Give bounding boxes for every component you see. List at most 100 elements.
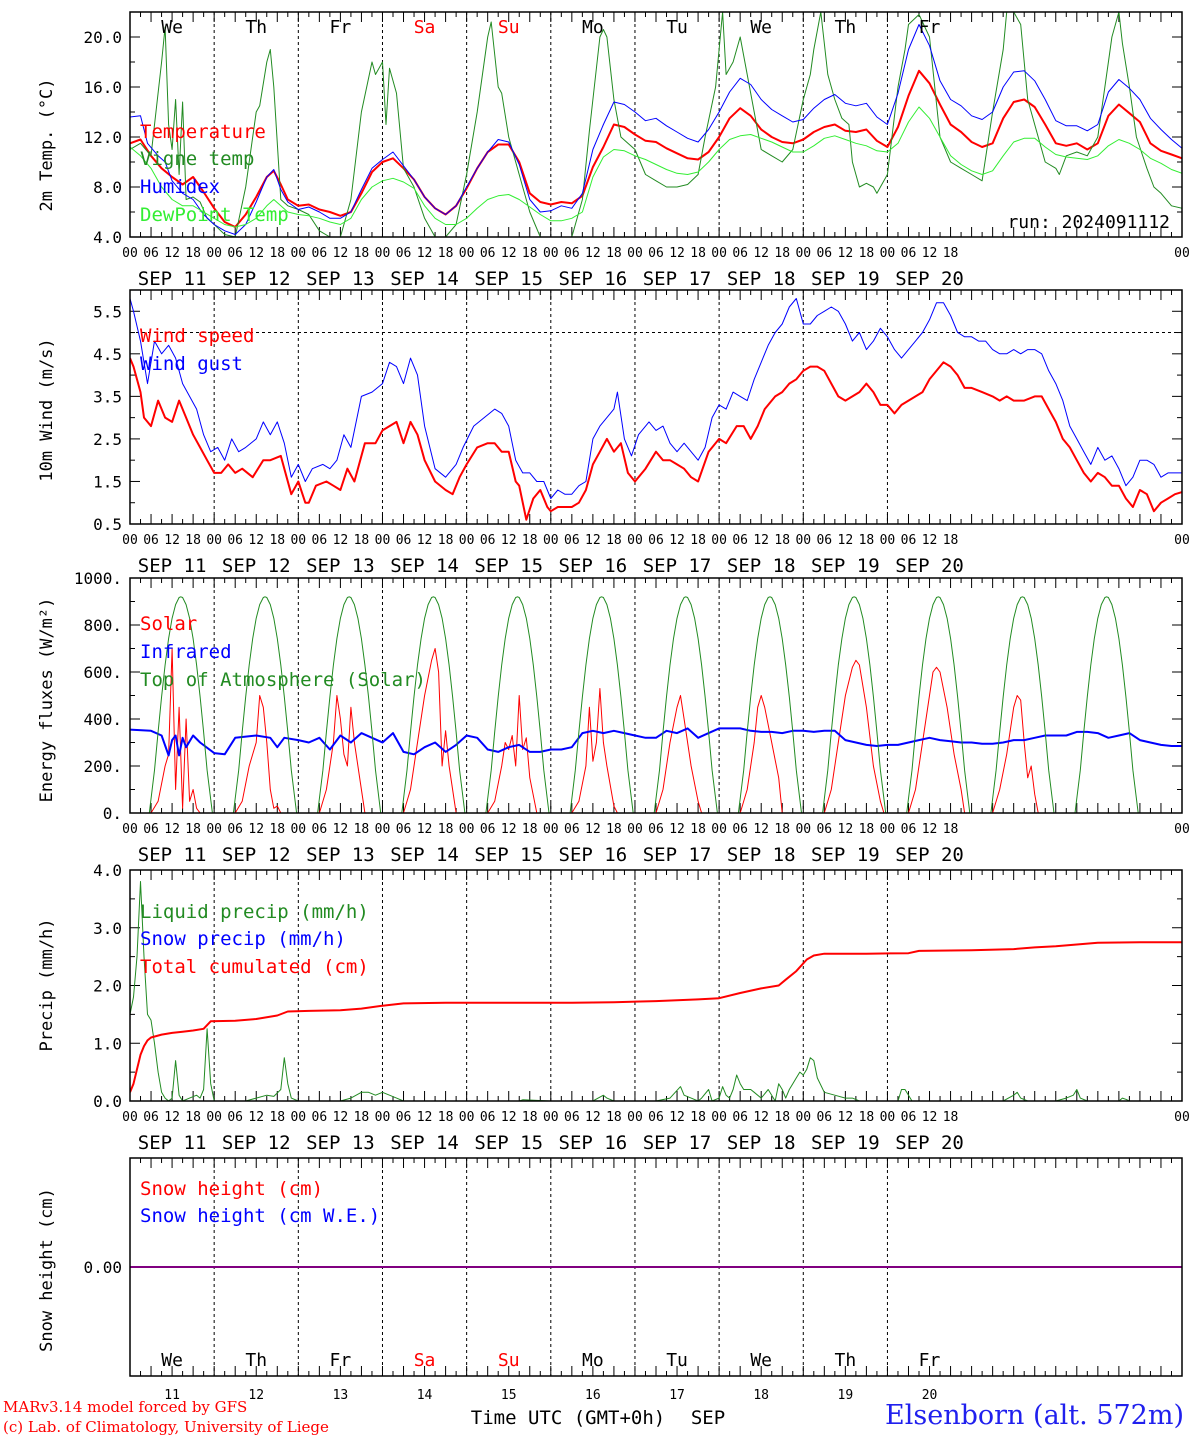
hour-tick-label: 18 [943, 533, 959, 548]
hour-tick-label: 00 [290, 533, 306, 548]
hour-tick-label: 00 [122, 246, 138, 261]
hour-tick-label: 18 [185, 246, 201, 261]
date-label: SEP 14 [390, 555, 459, 577]
hour-tick-label: 06 [396, 822, 412, 837]
date-label: SEP 16 [559, 555, 628, 577]
day-of-week-bottom: We [750, 1350, 772, 1371]
legend-entry: Snow height (cm W.E.) [140, 1205, 380, 1227]
day-of-week-bottom: Fr [330, 1350, 352, 1371]
day-of-week-top: Th [835, 17, 857, 38]
series-line-liquid-precip-mm-h [130, 881, 1182, 1101]
hour-tick-label: 00 [1174, 1110, 1190, 1125]
hour-tick-label: 06 [732, 1110, 748, 1125]
y-tick-label: 20.0 [83, 28, 122, 47]
date-label: SEP 12 [222, 844, 291, 866]
hour-tick-label: 00 [627, 1110, 643, 1125]
hour-tick-label: 18 [354, 246, 370, 261]
date-label: SEP 16 [559, 844, 628, 866]
date-label: SEP 17 [643, 555, 712, 577]
legend-entry: Total cumulated (cm) [140, 956, 369, 978]
hour-tick-label: 12 [501, 1110, 517, 1125]
hour-tick-label: 00 [711, 246, 727, 261]
day-of-week-bottom: Tu [666, 1350, 688, 1371]
y-tick-label: 16.0 [83, 78, 122, 97]
hour-tick-label: 00 [627, 822, 643, 837]
y-tick-label: 3.5 [93, 387, 122, 406]
hour-tick-label: 18 [438, 1110, 454, 1125]
hour-tick-label: 18 [859, 533, 875, 548]
hour-tick-label: 12 [669, 822, 685, 837]
day-of-week-bottom: Th [245, 1350, 267, 1371]
day-number-label: 12 [248, 1388, 264, 1403]
series-line-total-cumulated-cm [130, 941, 1182, 1093]
hour-tick-label: 12 [164, 1110, 180, 1125]
hour-tick-label: 18 [859, 1110, 875, 1125]
day-of-week-top: Su [498, 17, 520, 38]
hour-tick-label: 12 [585, 822, 601, 837]
hour-tick-label: 12 [164, 533, 180, 548]
y-tick-label: 5.5 [93, 302, 122, 321]
y-tick-label: 12.0 [83, 128, 122, 147]
hour-tick-label: 00 [459, 246, 475, 261]
hour-tick-label: 18 [185, 1110, 201, 1125]
hour-tick-label: 06 [816, 246, 832, 261]
hour-tick-label: 06 [648, 822, 664, 837]
hour-tick-label: 12 [417, 1110, 433, 1125]
hour-tick-label: 18 [859, 822, 875, 837]
hour-tick-label: 06 [312, 533, 328, 548]
legend-entry: Vigne temp [140, 148, 254, 170]
hour-tick-label: 18 [269, 1110, 285, 1125]
hour-tick-label: 12 [669, 533, 685, 548]
hour-tick-label: 18 [269, 246, 285, 261]
hour-tick-label: 12 [417, 246, 433, 261]
series-line-humidex [130, 24, 1182, 235]
hour-tick-label: 18 [438, 822, 454, 837]
date-label: SEP 16 [559, 1132, 628, 1154]
hour-tick-label: 12 [164, 246, 180, 261]
x-axis-month: SEP [691, 1407, 725, 1429]
hour-tick-label: 00 [1174, 246, 1190, 261]
hour-tick-label: 12 [333, 822, 349, 837]
series-line-top-of-atmosphere-solar [130, 596, 1182, 813]
day-number-label: 17 [669, 1388, 685, 1403]
hour-tick-label: 12 [669, 246, 685, 261]
hour-tick-label: 18 [522, 1110, 538, 1125]
hour-tick-label: 18 [690, 822, 706, 837]
hour-tick-label: 18 [522, 533, 538, 548]
hour-tick-label: 00 [375, 1110, 391, 1125]
hour-tick-label: 06 [227, 533, 243, 548]
date-label: SEP 13 [306, 1132, 375, 1154]
hour-tick-label: 18 [438, 533, 454, 548]
y-tick-label: 4.0 [93, 228, 122, 247]
hour-tick-label: 00 [795, 533, 811, 548]
day-of-week-top: We [750, 17, 772, 38]
hour-tick-label: 06 [396, 1110, 412, 1125]
date-label: SEP 11 [138, 555, 207, 577]
date-label: SEP 12 [222, 1132, 291, 1154]
date-label: SEP 18 [727, 555, 796, 577]
series-line-wind-speed [130, 357, 1182, 521]
hour-tick-label: 00 [1174, 533, 1190, 548]
hour-tick-label: 00 [459, 1110, 475, 1125]
hour-tick-label: 06 [732, 246, 748, 261]
legend-entry: Top of Atmosphere (Solar) [140, 669, 426, 691]
hour-tick-label: 18 [438, 246, 454, 261]
plot-frame [129, 869, 1183, 1102]
y-tick-label: 0.0 [93, 1092, 122, 1111]
legend-entry: Snow precip (mm/h) [140, 928, 346, 950]
hour-tick-label: 12 [585, 1110, 601, 1125]
hour-tick-label: 18 [606, 246, 622, 261]
panel-energy: 0. 200. 400. 600. 800. 1000. Energy fluxes (W/… [37, 569, 1190, 866]
hour-tick-label: 06 [901, 1110, 917, 1125]
date-label: SEP 11 [138, 268, 207, 290]
day-of-week-bottom: Sa [414, 1350, 436, 1371]
hour-tick-label: 06 [143, 246, 159, 261]
y-tick-label: 0. [103, 804, 122, 823]
hour-tick-label: 00 [711, 822, 727, 837]
date-label: SEP 15 [474, 1132, 543, 1154]
hour-tick-label: 12 [248, 246, 264, 261]
hour-tick-label: 06 [227, 822, 243, 837]
day-of-week-top: Sa [414, 17, 436, 38]
legend-entry: Wind speed [140, 325, 254, 347]
series-line-infrared [130, 727, 1182, 757]
